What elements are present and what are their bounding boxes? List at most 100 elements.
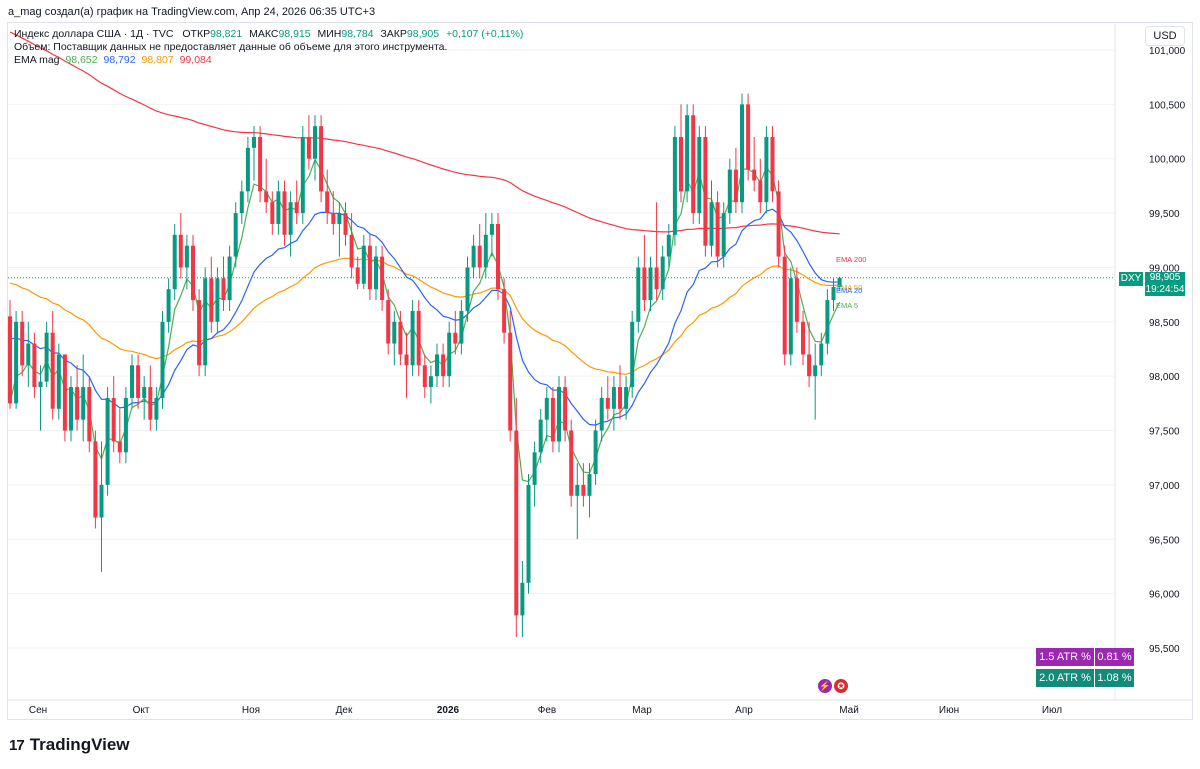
candle-body[interactable] xyxy=(300,136,305,214)
candle-body[interactable] xyxy=(319,126,324,192)
candle-body[interactable] xyxy=(819,343,824,366)
candle-body[interactable] xyxy=(441,354,446,377)
candle-body[interactable] xyxy=(111,397,116,442)
event-icons[interactable]: ⚡ ✪ xyxy=(818,679,848,693)
candle-body[interactable] xyxy=(227,256,232,301)
candle-body[interactable] xyxy=(666,234,671,257)
candle-body[interactable] xyxy=(392,321,397,344)
candle-body[interactable] xyxy=(685,115,690,192)
candle-body[interactable] xyxy=(252,136,256,148)
candle-body[interactable] xyxy=(142,387,147,398)
candle-body[interactable] xyxy=(221,278,226,301)
candle-body[interactable] xyxy=(557,387,561,442)
candle-body[interactable] xyxy=(172,234,177,290)
candle-body[interactable] xyxy=(636,267,641,322)
candle-body[interactable] xyxy=(75,387,80,420)
candle-body[interactable] xyxy=(740,104,744,203)
candle-body[interactable] xyxy=(593,430,598,475)
candle-body[interactable] xyxy=(642,267,647,301)
candle-body[interactable] xyxy=(569,430,574,496)
candle-body[interactable] xyxy=(776,191,781,257)
candle-body[interactable] xyxy=(367,245,372,290)
candle-body[interactable] xyxy=(563,387,568,431)
candle-body[interactable] xyxy=(203,278,208,366)
candle-body[interactable] xyxy=(709,202,714,246)
candle-body[interactable] xyxy=(239,191,244,214)
candle-body[interactable] xyxy=(325,191,330,214)
candle-body[interactable] xyxy=(611,387,616,409)
candle-body[interactable] xyxy=(136,365,141,398)
candle-body[interactable] xyxy=(123,397,128,453)
candle-body[interactable] xyxy=(416,310,421,366)
candle-body[interactable] xyxy=(184,245,189,268)
candle-body[interactable] xyxy=(20,321,25,366)
candle-body[interactable] xyxy=(50,332,55,409)
candle-body[interactable] xyxy=(374,256,378,290)
candle-body[interactable] xyxy=(191,245,195,301)
candle-body[interactable] xyxy=(245,147,250,192)
candle-body[interactable] xyxy=(807,354,812,377)
candle-body[interactable] xyxy=(721,213,726,257)
candle-body[interactable] xyxy=(782,256,787,355)
candle-body[interactable] xyxy=(166,289,171,322)
candle-body[interactable] xyxy=(526,484,531,583)
candle-body[interactable] xyxy=(587,474,592,496)
candle-body[interactable] xyxy=(331,213,336,224)
candle-body[interactable] xyxy=(99,484,104,518)
candle-body[interactable] xyxy=(306,136,311,159)
candle-body[interactable] xyxy=(398,321,403,355)
candle-body[interactable] xyxy=(825,300,830,344)
candle-body[interactable] xyxy=(679,136,683,192)
candle-body[interactable] xyxy=(386,300,391,344)
candle-body[interactable] xyxy=(752,169,757,181)
candle-body[interactable] xyxy=(813,365,818,377)
candle-body[interactable] xyxy=(703,136,708,246)
candle-body[interactable] xyxy=(697,136,702,214)
candle-body[interactable] xyxy=(764,136,769,203)
candle-body[interactable] xyxy=(831,286,836,301)
candle-body[interactable] xyxy=(746,104,751,170)
candle-body[interactable] xyxy=(788,278,793,355)
candle-body[interactable] xyxy=(672,136,677,235)
candle-body[interactable] xyxy=(837,277,842,287)
candle-body[interactable] xyxy=(154,397,159,420)
candle-body[interactable] xyxy=(471,245,476,268)
currency-button[interactable]: USD xyxy=(1145,26,1185,46)
candle-body[interactable] xyxy=(502,289,507,333)
candle-body[interactable] xyxy=(14,321,19,404)
candle-body[interactable] xyxy=(233,213,238,257)
candle-body[interactable] xyxy=(349,234,354,268)
candle-body[interactable] xyxy=(380,256,385,301)
candle-body[interactable] xyxy=(130,365,134,398)
candle-body[interactable] xyxy=(538,419,543,453)
candle-body[interactable] xyxy=(355,267,360,284)
candle-body[interactable] xyxy=(459,310,464,344)
candle-body[interactable] xyxy=(520,582,525,616)
candle-body[interactable] xyxy=(575,484,580,496)
candle-body[interactable] xyxy=(209,278,214,322)
ema-indicator-label[interactable]: EMA mag xyxy=(14,54,60,66)
brand-footer[interactable]: 17 TradingView xyxy=(9,735,130,755)
candle-body[interactable] xyxy=(715,202,720,257)
candle-body[interactable] xyxy=(178,234,183,268)
candle-body[interactable] xyxy=(117,441,122,453)
candle-body[interactable] xyxy=(215,278,220,322)
candle-body[interactable] xyxy=(727,169,732,214)
candle-body[interactable] xyxy=(422,365,427,388)
candle-body[interactable] xyxy=(453,332,458,344)
candle-body[interactable] xyxy=(32,343,37,388)
candle-body[interactable] xyxy=(794,278,799,322)
candle-body[interactable] xyxy=(258,136,263,192)
candle-body[interactable] xyxy=(81,387,86,420)
legend-ema-row[interactable]: EMA mag 98,652 98,792 98,807 99,084 xyxy=(14,54,523,67)
candle-body[interactable] xyxy=(264,191,269,203)
candle-body[interactable] xyxy=(758,180,763,203)
candle-body[interactable] xyxy=(361,245,366,284)
candle-body[interactable] xyxy=(691,115,696,214)
candle-body[interactable] xyxy=(62,354,67,431)
candle-body[interactable] xyxy=(599,397,604,431)
candle-body[interactable] xyxy=(26,343,31,366)
candle-body[interactable] xyxy=(508,332,513,431)
candle-body[interactable] xyxy=(404,354,409,366)
candle-body[interactable] xyxy=(483,234,488,268)
